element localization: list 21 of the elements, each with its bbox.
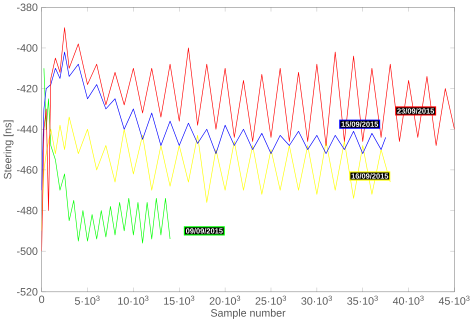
y-tick-label: -500	[17, 247, 38, 255]
y-tick-label: -480	[17, 206, 38, 214]
x-tick-label: 45·10$^{3}$	[438, 295, 470, 305]
x-tick-label: 35·10$^{3}$	[347, 295, 378, 305]
y-axis-title: Steering [ns]	[4, 120, 14, 179]
line-series	[44, 68, 170, 244]
y-tick-label: -520	[17, 288, 38, 296]
x-tick-label: 25·10$^{3}$	[256, 295, 286, 305]
y-tick-label: -460	[17, 166, 38, 174]
x-tick-label: 10·10$^{3}$	[118, 295, 148, 305]
y-tick-label: -420	[17, 84, 38, 92]
x-tick-label: 15·10$^{3}$	[164, 295, 194, 305]
x-tick-label: 0	[39, 295, 44, 303]
x-tick-label: 5·10$^{3}$	[74, 295, 100, 305]
x-axis-title: Sample number	[210, 308, 286, 319]
x-tick-label: 20·10$^{3}$	[210, 295, 240, 305]
y-tick-label: -380	[17, 3, 38, 11]
y-tick-label: -400	[17, 44, 38, 52]
y-tick-label: -440	[17, 125, 38, 133]
x-tick-label: 30·10$^{3}$	[301, 295, 332, 305]
x-tick-label: 40·10$^{3}$	[392, 295, 424, 305]
